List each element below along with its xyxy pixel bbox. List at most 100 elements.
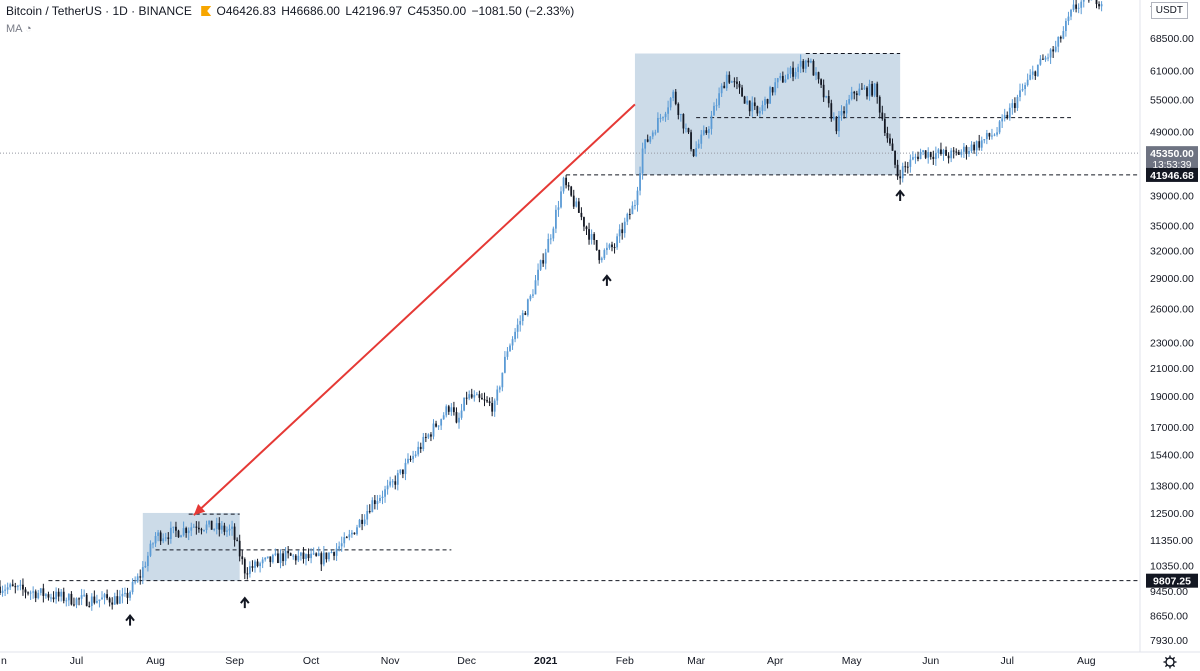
- candle-body: [840, 111, 843, 116]
- candle-body: [506, 351, 509, 357]
- candle-body: [1011, 103, 1014, 108]
- candle: [371, 497, 374, 513]
- price-tick-label: 26000.00: [1150, 303, 1194, 315]
- eye-off-icon[interactable]: ◔: [24, 23, 32, 35]
- candle-body: [118, 596, 121, 604]
- candle-body: [399, 469, 402, 474]
- candle: [29, 590, 32, 600]
- candle-body: [761, 105, 764, 111]
- candle: [965, 145, 968, 160]
- candle-body: [850, 91, 853, 99]
- candle-body: [1052, 49, 1055, 52]
- candle: [963, 142, 965, 159]
- candle-body: [917, 156, 919, 160]
- candle: [690, 129, 692, 152]
- candle: [710, 110, 713, 135]
- candle: [1031, 65, 1034, 80]
- candle: [957, 149, 960, 156]
- candle: [692, 148, 695, 158]
- candle-body: [667, 107, 669, 114]
- candle-body: [1008, 107, 1011, 119]
- candle: [746, 95, 749, 106]
- candle: [1065, 18, 1067, 37]
- candle: [634, 199, 636, 210]
- candle-body: [945, 149, 947, 156]
- candle: [687, 127, 690, 134]
- candle: [437, 425, 440, 430]
- candle-body: [766, 99, 769, 104]
- candle-body: [1044, 57, 1047, 60]
- candle-body: [455, 412, 458, 423]
- candle: [659, 113, 662, 123]
- candle: [1029, 69, 1032, 81]
- candle-body: [215, 523, 218, 529]
- candle: [228, 524, 231, 536]
- candle: [1082, 0, 1085, 8]
- candle: [909, 154, 912, 173]
- candle: [57, 588, 60, 602]
- symbol-title[interactable]: Bitcoin / TetherUS · 1D · BINANCE: [6, 4, 192, 18]
- currency-button[interactable]: USDT: [1150, 2, 1188, 19]
- candle: [934, 146, 937, 166]
- candle-body: [534, 280, 537, 295]
- price-tick-label: 23000.00: [1150, 338, 1194, 350]
- candle-body: [11, 584, 14, 587]
- candle-body: [481, 397, 483, 400]
- candle: [455, 407, 458, 424]
- candle-body: [679, 114, 682, 116]
- candle: [585, 225, 588, 235]
- candle: [180, 534, 182, 538]
- candle-body: [557, 207, 560, 210]
- price-tick-label: 35000.00: [1150, 220, 1194, 232]
- candle-body: [129, 592, 131, 598]
- candle-body: [848, 98, 851, 104]
- candle-body: [575, 201, 578, 207]
- ohlc-low: L42196.97: [345, 4, 403, 18]
- candle-body: [249, 566, 251, 574]
- candle: [804, 59, 807, 73]
- candle: [685, 123, 687, 133]
- candle: [414, 450, 417, 458]
- candle-body: [993, 134, 996, 136]
- candle-body: [674, 91, 677, 104]
- candle-body: [14, 586, 17, 588]
- candle-body: [1049, 49, 1052, 58]
- candle: [447, 404, 450, 415]
- consolidation-zones: [142, 53, 901, 581]
- candle: [256, 558, 259, 568]
- candle-body: [825, 96, 828, 98]
- candle: [1044, 55, 1047, 62]
- price-axis[interactable]: 7930.00 8650.00 9450.00 10350.00 11350.00 125…: [1139, 0, 1200, 671]
- candle: [1077, 3, 1080, 14]
- candle: [404, 458, 407, 481]
- candle-body: [124, 592, 126, 594]
- chart-legend: Bitcoin / TetherUS · 1D · BINANCE O46426…: [6, 4, 576, 18]
- candle: [422, 432, 425, 452]
- up-arrow-icon: [895, 189, 905, 201]
- indicator-ma[interactable]: MA ◔: [6, 23, 32, 35]
- candle: [896, 159, 899, 180]
- candle: [243, 557, 246, 580]
- flag-icon[interactable]: [201, 6, 212, 16]
- candle: [863, 84, 866, 90]
- candle-body: [284, 550, 287, 562]
- candle-body: [356, 527, 358, 535]
- candle: [593, 232, 596, 245]
- candle: [715, 98, 718, 111]
- candle-body: [909, 159, 912, 167]
- candle: [855, 90, 858, 102]
- candle: [343, 532, 346, 548]
- candle: [973, 141, 975, 154]
- candle-body: [595, 239, 598, 250]
- candle: [598, 249, 601, 264]
- candle-body: [432, 423, 435, 437]
- candle-body: [894, 150, 896, 165]
- candle-body: [246, 573, 249, 575]
- candle: [534, 275, 537, 295]
- candle-body: [187, 530, 190, 534]
- candle: [361, 514, 363, 531]
- candle: [618, 224, 621, 243]
- candle: [435, 420, 437, 428]
- time-axis[interactable]: n Jul Aug Sep Oct Nov Dec 2021 Feb Mar Apr May Jun Ju…: [0, 651, 1200, 669]
